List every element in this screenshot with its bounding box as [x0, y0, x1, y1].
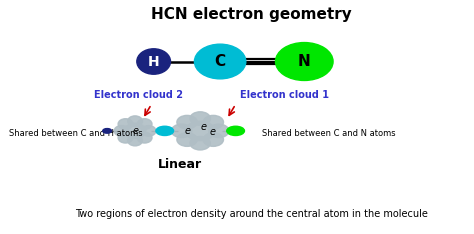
Circle shape	[227, 126, 245, 135]
Ellipse shape	[190, 136, 210, 150]
Text: HCN electron geometry: HCN electron geometry	[151, 7, 352, 22]
Ellipse shape	[203, 133, 224, 146]
Text: e: e	[132, 126, 138, 136]
Ellipse shape	[209, 124, 229, 138]
Text: C: C	[215, 54, 226, 69]
Ellipse shape	[177, 115, 197, 129]
Text: Electron cloud 1: Electron cloud 1	[240, 90, 329, 100]
Ellipse shape	[125, 123, 146, 139]
Ellipse shape	[114, 125, 129, 136]
Text: Electron cloud 2: Electron cloud 2	[94, 90, 182, 100]
Ellipse shape	[172, 124, 192, 138]
Ellipse shape	[137, 49, 171, 74]
Text: Linear: Linear	[158, 158, 202, 171]
Ellipse shape	[194, 44, 246, 79]
Ellipse shape	[137, 132, 152, 143]
Ellipse shape	[137, 119, 152, 129]
Circle shape	[156, 126, 173, 135]
Text: e: e	[185, 126, 191, 136]
Text: Two regions of electron density around the central atom in the molecule: Two regions of electron density around t…	[75, 209, 428, 219]
Ellipse shape	[185, 121, 215, 141]
Text: N: N	[298, 54, 310, 69]
Ellipse shape	[275, 43, 333, 80]
Ellipse shape	[128, 135, 143, 146]
Text: e: e	[201, 122, 207, 132]
Ellipse shape	[118, 132, 133, 143]
Text: Shared between C and H atoms: Shared between C and H atoms	[9, 129, 143, 138]
Ellipse shape	[203, 115, 224, 129]
Text: Shared between C and N atoms: Shared between C and N atoms	[262, 129, 395, 138]
Circle shape	[103, 128, 111, 133]
Ellipse shape	[118, 119, 133, 129]
Ellipse shape	[177, 133, 197, 146]
Ellipse shape	[141, 125, 156, 136]
Text: e: e	[210, 127, 216, 137]
Ellipse shape	[128, 116, 143, 127]
Text: H: H	[148, 55, 159, 69]
Ellipse shape	[190, 112, 210, 125]
